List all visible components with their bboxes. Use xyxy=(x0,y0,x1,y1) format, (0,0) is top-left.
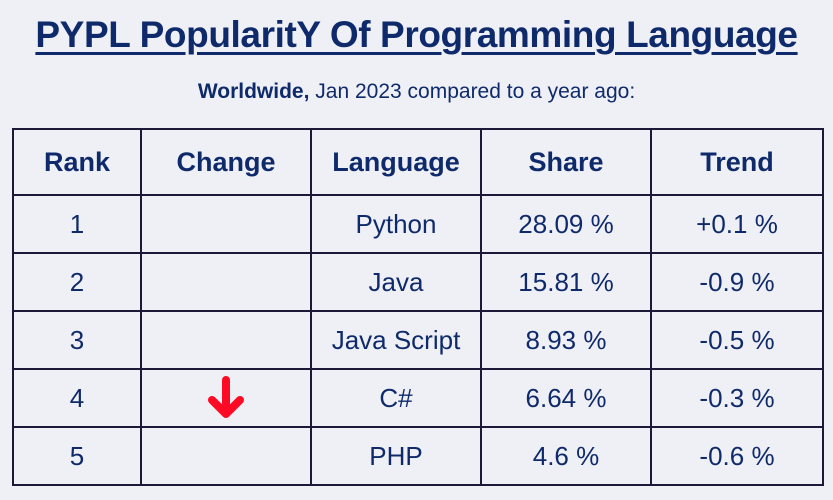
language-cell: Java xyxy=(310,252,482,312)
page-subtitle: Worldwide, Jan 2023 compared to a year a… xyxy=(0,80,833,104)
column-header-trend: Trend xyxy=(650,128,824,196)
share-cell: 6.64 % xyxy=(480,368,652,428)
column-header-change: Change xyxy=(140,128,312,196)
down-arrow-icon xyxy=(208,376,244,418)
popularity-table: Rank Change Language Share Trend 1 Pytho… xyxy=(12,128,824,486)
table-row: 1 Python 28.09 % +0.1 % xyxy=(12,194,824,254)
column-header-share: Share xyxy=(480,128,652,196)
change-cell xyxy=(140,194,312,254)
change-cell xyxy=(140,426,312,486)
column-header-rank: Rank xyxy=(12,128,142,196)
language-cell: Python xyxy=(310,194,482,254)
subtitle-period: Jan 2023 compared to a year ago: xyxy=(309,80,636,103)
language-cell: C# xyxy=(310,368,482,428)
subtitle-region: Worldwide, xyxy=(197,80,310,103)
rank-cell: 3 xyxy=(12,310,142,370)
language-cell: Java Script xyxy=(310,310,482,370)
share-cell: 15.81 % xyxy=(480,252,652,312)
share-cell: 4.6 % xyxy=(480,426,652,486)
table-row: 4 C# 6.64 % -0.3 % xyxy=(12,368,824,428)
change-cell xyxy=(140,310,312,370)
rank-cell: 5 xyxy=(12,426,142,486)
trend-cell: -0.9 % xyxy=(650,252,824,312)
table-row: 3 Java Script 8.93 % -0.5 % xyxy=(12,310,824,370)
page-title-text: PYPL PopularitY Of Programming Language xyxy=(35,14,798,55)
share-cell: 8.93 % xyxy=(480,310,652,370)
rank-cell: 4 xyxy=(12,368,142,428)
trend-cell: +0.1 % xyxy=(650,194,824,254)
rank-cell: 1 xyxy=(12,194,142,254)
trend-cell: -0.6 % xyxy=(650,426,824,486)
table-header-row: Rank Change Language Share Trend xyxy=(12,128,824,196)
trend-cell: -0.3 % xyxy=(650,368,824,428)
share-cell: 28.09 % xyxy=(480,194,652,254)
change-cell xyxy=(140,368,312,428)
rank-cell: 2 xyxy=(12,252,142,312)
table-row: 2 Java 15.81 % -0.9 % xyxy=(12,252,824,312)
language-cell: PHP xyxy=(310,426,482,486)
page-title: PYPL PopularitY Of Programming Language xyxy=(0,14,833,56)
table-row: 5 PHP 4.6 % -0.6 % xyxy=(12,426,824,486)
trend-cell: -0.5 % xyxy=(650,310,824,370)
change-cell xyxy=(140,252,312,312)
column-header-language: Language xyxy=(310,128,482,196)
